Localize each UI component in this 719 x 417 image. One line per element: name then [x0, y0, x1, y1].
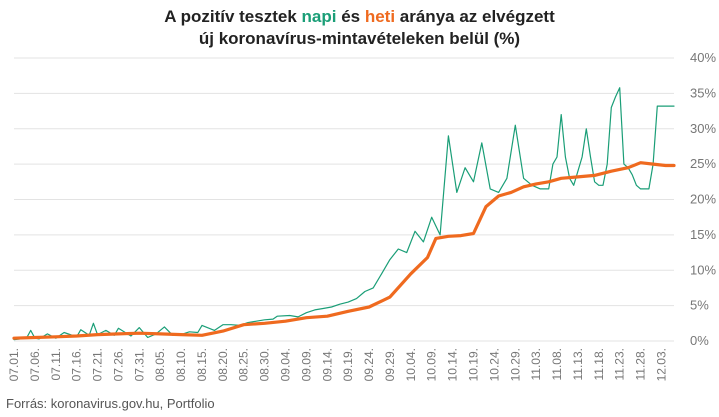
y-tick-label: 15%	[690, 227, 716, 242]
y-tick-label: 30%	[690, 121, 716, 136]
title-line-2: új koronavírus-mintavételeken belül (%)	[198, 29, 521, 48]
y-tick-label: 20%	[690, 192, 716, 207]
x-tick-label: 07.31.	[132, 348, 146, 381]
x-tick-label: 09.24.	[362, 348, 376, 381]
title-text-c: aránya az elvégzett	[395, 7, 555, 26]
x-tick-label: 11.18.	[592, 348, 606, 380]
y-tick-label: 40%	[690, 50, 716, 65]
x-tick-label: 11.08.	[550, 348, 564, 380]
x-tick-label: 10.24.	[487, 348, 501, 381]
x-tick-label: 10.14.	[446, 348, 460, 381]
x-tick-label: 07.21.	[91, 348, 105, 381]
title-text-a: A pozitív tesztek	[164, 7, 302, 26]
x-tick-label: 11.28.	[634, 348, 648, 380]
x-tick-label: 09.14.	[320, 348, 334, 381]
x-tick-label: 10.09.	[425, 348, 439, 381]
title-napi-word: napi	[301, 7, 337, 26]
x-tick-label: 09.29.	[383, 348, 397, 381]
x-tick-label: 11.03.	[529, 348, 543, 380]
y-tick-label: 0%	[690, 333, 709, 348]
x-tick-label: 07.26.	[111, 348, 125, 381]
x-tick-label: 10.19.	[466, 348, 480, 381]
x-tick-label: 09.04.	[279, 348, 293, 381]
y-tick-label: 5%	[690, 298, 709, 313]
title-line-1: A pozitív tesztek napi és heti aránya az…	[0, 6, 719, 28]
x-tick-label: 07.16.	[70, 348, 84, 381]
x-tick-label: 07.11.	[49, 348, 63, 380]
y-tick-label: 10%	[690, 262, 716, 277]
x-tick-label: 07.06.	[28, 348, 42, 381]
x-tick-label: 11.13.	[571, 348, 585, 380]
x-tick-label: 09.09.	[299, 348, 313, 381]
series-line-heti	[12, 161, 676, 340]
x-tick-label: 11.23.	[613, 348, 627, 380]
series-group	[12, 87, 676, 341]
x-tick-label: 08.20.	[216, 348, 230, 381]
title-heti-word: heti	[364, 7, 396, 26]
x-tick-label: 08.25.	[237, 348, 251, 381]
x-tick-label: 12.03.	[654, 348, 668, 381]
x-tick-label: 10.29.	[508, 348, 522, 381]
x-tick-label: 08.05.	[153, 348, 167, 381]
x-axis: 07.01. 07.06. 07.11. 07.16. 07.21. 07.26. 07.3…	[7, 348, 668, 381]
source-note: Forrás: koronavirus.gov.hu, Portfolio	[6, 396, 215, 411]
x-tick-label: 08.10.	[174, 348, 188, 381]
x-tick-label: 07.01.	[7, 348, 21, 381]
x-tick-label: 08.15.	[195, 348, 209, 381]
x-tick-label: 08.30.	[258, 348, 272, 381]
y-tick-label: 35%	[690, 85, 716, 100]
series-line-napi	[13, 87, 675, 341]
x-tick-label: 09.19.	[341, 348, 355, 381]
grid-lines	[14, 57, 674, 342]
title-text-b: és	[336, 7, 365, 26]
y-axis: 0% 5% 10% 15% 20% 25% 30% 35% 40%	[690, 50, 716, 348]
x-tick-label: 10.04.	[404, 348, 418, 381]
y-tick-label: 25%	[690, 156, 716, 171]
chart-title: A pozitív tesztek napi és heti aránya az…	[0, 6, 719, 50]
